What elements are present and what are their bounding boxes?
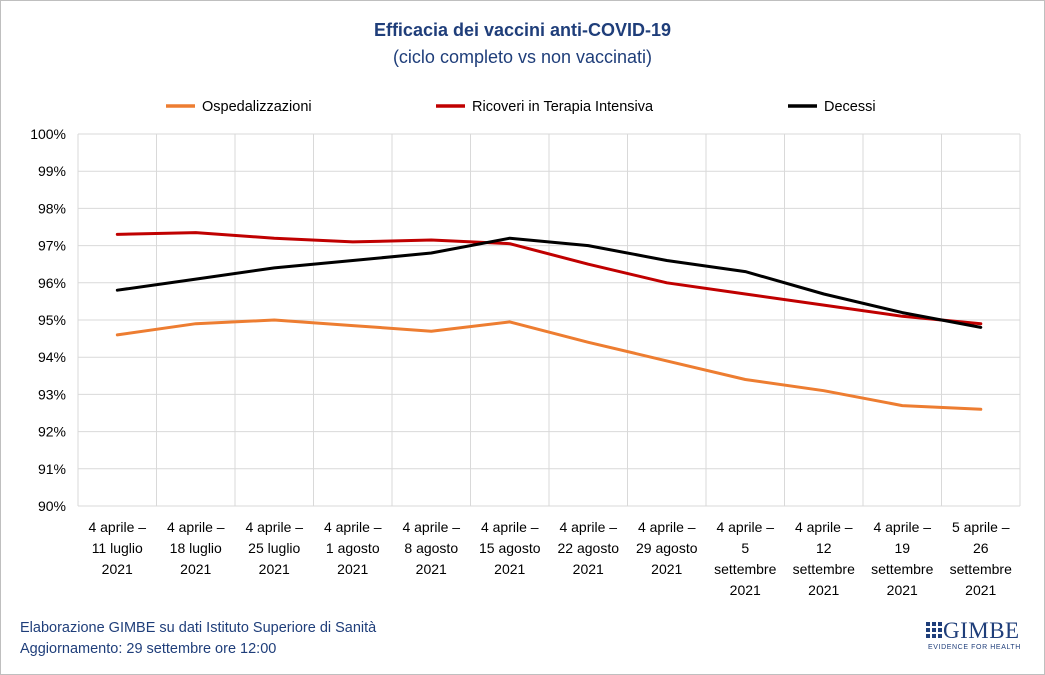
gimbe-logo-mark-icon bbox=[926, 622, 942, 638]
legend-label: Decessi bbox=[824, 99, 876, 115]
logo-tagline: EVIDENCE FOR HEALTH bbox=[928, 644, 1021, 651]
x-tick-label: 4 aprile –19 settembre 2021 bbox=[871, 519, 933, 598]
chart-title: Efficacia dei vaccini anti-COVID-19 bbox=[373, 20, 672, 40]
series-line-decessi bbox=[115, 236, 983, 329]
footer-source: Elaborazione GIMBE su dati Istituto Supe… bbox=[20, 620, 377, 636]
logo-wordmark: GIMBE bbox=[943, 618, 1020, 643]
x-tick-label: 4 aprile –25 luglio 2021 bbox=[245, 519, 303, 577]
y-tick-label: 98% bbox=[38, 200, 66, 216]
y-tick-label: 96% bbox=[38, 275, 66, 291]
y-tick-label: 100% bbox=[30, 126, 66, 142]
x-tick-label: 5 aprile –26 settembre 2021 bbox=[950, 519, 1012, 598]
y-tick-label: 94% bbox=[38, 349, 66, 365]
y-tick-label: 99% bbox=[38, 163, 66, 179]
x-tick-label: 4 aprile –29 agosto 2021 bbox=[636, 519, 698, 577]
y-tick-label: 97% bbox=[38, 238, 66, 254]
y-tick-label: 95% bbox=[38, 312, 66, 328]
x-tick-label: 4 aprile –11 luglio 2021 bbox=[88, 519, 146, 577]
x-tick-label: 4 aprile –8 agosto 2021 bbox=[402, 519, 460, 577]
x-tick-label: 4 aprile –12 settembre 2021 bbox=[793, 519, 855, 598]
y-tick-label: 93% bbox=[38, 386, 66, 402]
footer-updated: Aggiornamento: 29 settembre ore 12:00 bbox=[20, 641, 277, 657]
y-tick-label: 91% bbox=[38, 461, 66, 477]
legend-label: Ricoveri in Terapia Intensiva bbox=[472, 99, 654, 115]
x-tick-label: 4 aprile –18 luglio 2021 bbox=[167, 519, 225, 577]
x-tick-label: 4 aprile –1 agosto 2021 bbox=[324, 519, 382, 577]
x-tick-label: 4 aprile –5 settembre 2021 bbox=[714, 519, 776, 598]
series-line-ospedalizzazioni bbox=[115, 318, 983, 411]
y-tick-label: 90% bbox=[38, 498, 66, 514]
legend-label: Ospedalizzazioni bbox=[202, 99, 312, 115]
gimbe-logo: GIMBE EVIDENCE FOR HEALTH bbox=[926, 618, 1021, 654]
series-line-ricoveri-in-terapia-intensiva bbox=[115, 231, 983, 326]
x-tick-label: 4 aprile –22 agosto 2021 bbox=[558, 519, 620, 577]
x-tick-label: 4 aprile –15 agosto 2021 bbox=[479, 519, 541, 577]
y-tick-label: 92% bbox=[38, 424, 66, 440]
chart-subtitle: (ciclo completo vs non vaccinati) bbox=[392, 47, 653, 67]
